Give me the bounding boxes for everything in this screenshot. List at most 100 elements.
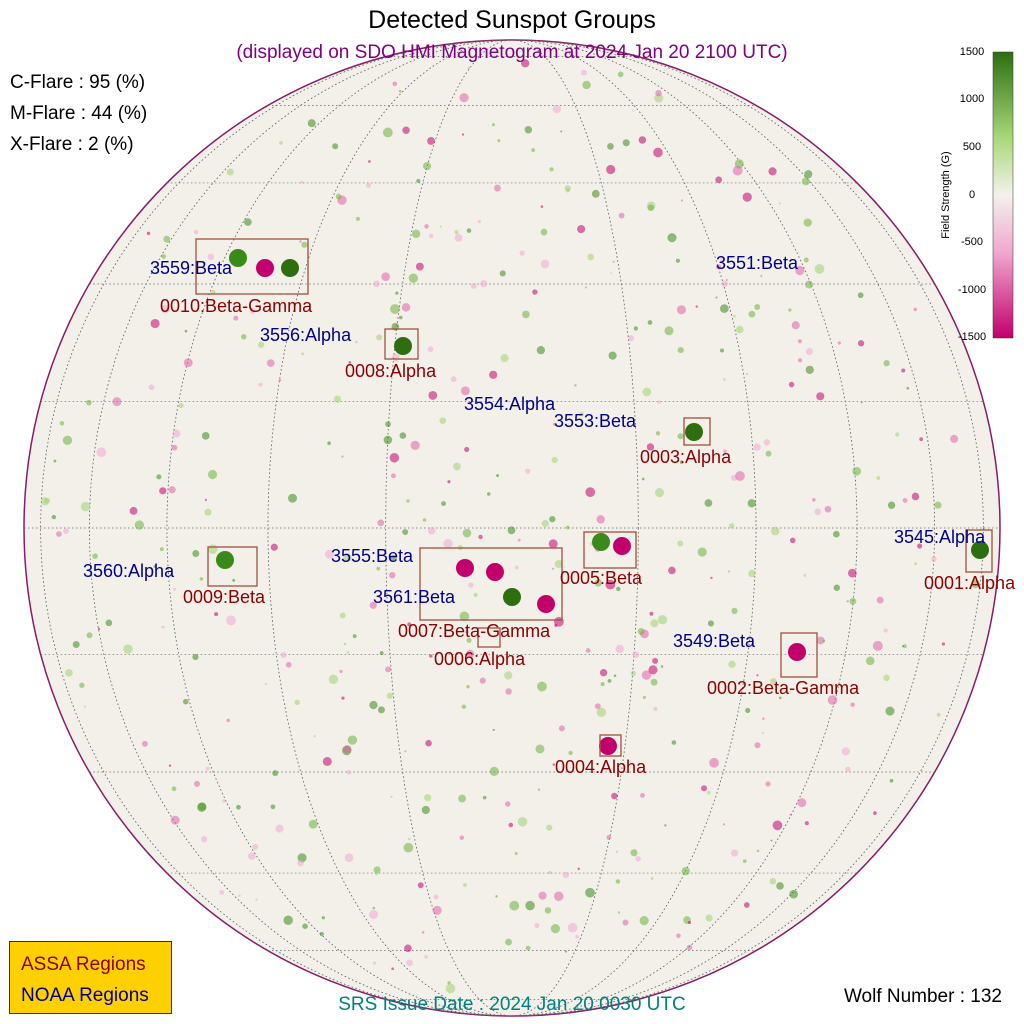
field-patch [540, 205, 544, 208]
field-patch [391, 967, 395, 971]
field-patch [389, 571, 396, 579]
field-patch [72, 641, 80, 649]
field-patch [163, 235, 171, 243]
field-patch [837, 341, 841, 345]
field-patch [65, 669, 73, 677]
field-patch [404, 750, 407, 753]
field-patch [803, 257, 809, 263]
field-patch [278, 378, 282, 382]
assa-region-label: 0001:Alpha [924, 573, 1016, 593]
field-patch [447, 480, 451, 484]
assa-region-label: 0010:Beta-Gamma [160, 296, 313, 316]
field-patch [772, 820, 783, 831]
field-patch [373, 866, 381, 874]
field-patch [537, 788, 541, 791]
field-patch [240, 333, 247, 340]
field-patch [333, 395, 342, 403]
field-patch [789, 537, 796, 544]
field-patch [339, 669, 343, 674]
field-patch [348, 361, 352, 364]
field-patch [606, 835, 612, 840]
field-patch [398, 315, 403, 320]
field-patch [849, 597, 857, 605]
field-patch [883, 674, 890, 682]
field-patch [182, 698, 189, 705]
field-patch [355, 340, 358, 344]
field-patch [805, 347, 814, 356]
noaa-region-label: 3559:Beta [150, 258, 233, 278]
field-patch [369, 700, 378, 710]
field-patch [422, 162, 432, 171]
field-patch [343, 745, 352, 754]
field-patch [654, 93, 664, 103]
field-patch [258, 341, 265, 348]
field-patch [754, 742, 761, 749]
field-patch [324, 549, 334, 559]
region-box [965, 529, 993, 573]
field-patch [745, 707, 751, 714]
field-patch [424, 224, 429, 229]
legend-assa-label: ASSA Regions [21, 954, 146, 975]
field-patch [247, 852, 256, 861]
longitude-line [89, 40, 935, 1016]
field-patch [226, 168, 234, 176]
longitude-line [40, 40, 984, 1016]
field-patch [383, 435, 393, 445]
field-patch [676, 305, 687, 315]
x-flare-probability: X-Flare : 2 (%) [10, 134, 134, 155]
field-patch [971, 579, 980, 589]
field-patch [424, 955, 428, 959]
field-patch [760, 274, 763, 278]
field-patch [328, 674, 339, 685]
field-patch [375, 872, 378, 876]
field-patch [902, 498, 908, 503]
field-patch [797, 798, 807, 808]
field-patch [395, 291, 399, 295]
field-patch [401, 303, 411, 312]
field-patch [441, 501, 446, 506]
field-patch [369, 601, 377, 609]
field-patch [756, 674, 759, 677]
field-patch [226, 615, 237, 626]
field-patch [199, 577, 204, 581]
field-patch [532, 289, 538, 295]
field-patch [379, 651, 384, 656]
field-patch [635, 856, 641, 862]
field-patch [406, 499, 410, 503]
field-patch [462, 528, 472, 538]
field-patch [90, 574, 93, 578]
field-patch [649, 611, 654, 616]
field-patch [609, 272, 613, 275]
field-patch [402, 529, 409, 535]
field-patch [599, 669, 608, 677]
colorbar-tick: 0 [968, 189, 976, 201]
field-patch [497, 139, 501, 143]
colorbar-tick: -500 [960, 236, 984, 248]
field-patch [427, 526, 436, 535]
field-patch [606, 164, 616, 175]
field-patch [857, 292, 864, 299]
field-patch [585, 887, 595, 898]
field-patch [941, 642, 946, 646]
field-patch [655, 89, 662, 97]
field-patch [417, 882, 424, 889]
field-patch [150, 318, 160, 329]
field-patch [83, 705, 87, 708]
field-patch [148, 384, 155, 391]
field-patch [85, 399, 92, 406]
field-patch [192, 550, 200, 558]
field-patch [671, 740, 677, 745]
field-patch [753, 443, 761, 451]
field-patch [641, 477, 645, 481]
field-patch [51, 514, 57, 520]
field-patch [332, 143, 339, 150]
field-patch [134, 520, 145, 530]
field-patch [161, 625, 165, 629]
field-patch [201, 431, 210, 440]
field-patch [748, 310, 756, 318]
field-patch [630, 849, 638, 857]
field-patch [605, 579, 616, 590]
field-patch [615, 644, 624, 654]
field-patch [171, 786, 177, 792]
field-patch [594, 703, 601, 710]
